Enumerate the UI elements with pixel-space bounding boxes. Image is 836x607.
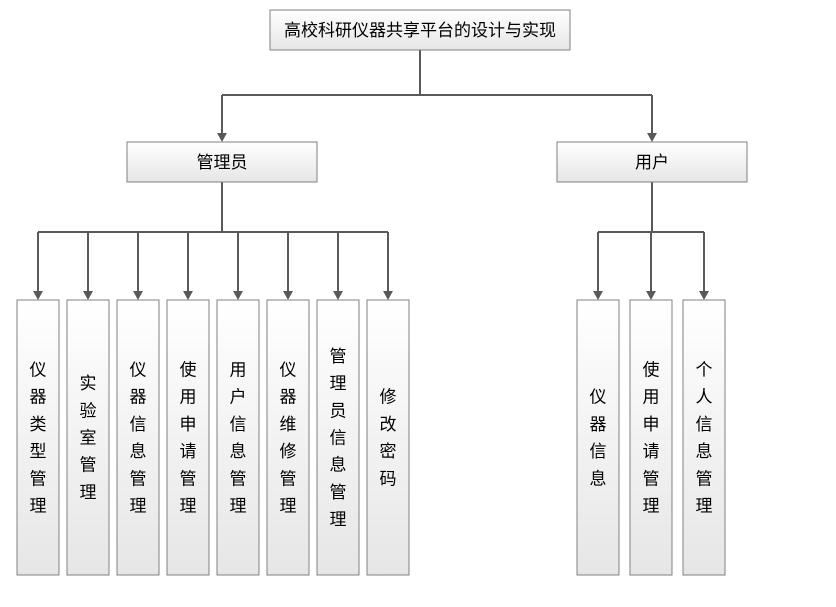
admin-leaf-5 xyxy=(267,300,309,575)
admin-leaf-7-char: 密 xyxy=(380,442,397,461)
user-leaf-2-char: 人 xyxy=(696,388,713,407)
admin-leaf-0-char: 理 xyxy=(30,496,47,515)
admin-leaf-3-char: 理 xyxy=(180,496,197,515)
user-leaf-2 xyxy=(683,300,725,575)
admin-leaf-0-char: 器 xyxy=(30,388,47,407)
user-leaf-0 xyxy=(577,300,619,575)
user-leaf-1-char: 请 xyxy=(643,442,660,461)
admin-leaf-3-char: 申 xyxy=(180,415,197,434)
admin-leaf-7 xyxy=(367,300,409,575)
admin-leaf-6-char: 管 xyxy=(330,483,347,502)
root-node-label: 高校科研仪器共享平台的设计与实现 xyxy=(284,21,556,40)
user-leaf-1 xyxy=(630,300,672,575)
admin-leaf-3-char: 使 xyxy=(180,359,197,379)
user-leaf-2-char: 息 xyxy=(696,442,713,461)
admin-leaf-6-char: 管 xyxy=(330,347,347,366)
admin-leaf-3-char: 请 xyxy=(180,442,197,461)
admin-leaf-0-char: 类 xyxy=(30,415,47,434)
admin-leaf-3-char: 管 xyxy=(180,469,197,488)
admin-leaf-7-char: 改 xyxy=(380,415,397,434)
admin-leaf-5-char: 管 xyxy=(280,469,297,488)
admin-leaf-4-char: 息 xyxy=(230,442,247,461)
admin-leaf-0 xyxy=(17,300,59,575)
admin-leaf-1-char: 理 xyxy=(80,483,97,502)
admin-leaf-3-char: 用 xyxy=(180,388,197,407)
admin-leaf-2-char: 信 xyxy=(130,415,147,434)
user-leaf-0-char: 器 xyxy=(590,415,607,434)
admin-leaf-7-char: 修 xyxy=(380,388,397,407)
admin-leaf-6-char: 息 xyxy=(330,456,347,475)
admin-leaf-6-char: 员 xyxy=(330,401,347,420)
admin-leaf-4-char: 信 xyxy=(230,415,247,434)
admin-leaf-2-char: 息 xyxy=(130,442,147,461)
admin-leaf-1-char: 实 xyxy=(80,374,97,393)
admin-leaf-2-char: 器 xyxy=(130,388,147,407)
user-leaf-2-char: 个 xyxy=(696,360,713,379)
admin-leaf-2-char: 管 xyxy=(130,469,147,488)
admin-leaf-4-char: 用 xyxy=(230,360,247,379)
user-leaf-1-char: 申 xyxy=(643,415,660,434)
admin-leaf-1-char: 室 xyxy=(80,428,97,447)
user-leaf-2-char: 信 xyxy=(696,415,713,434)
admin-leaf-5-char: 修 xyxy=(280,442,297,461)
admin-leaf-0-char: 管 xyxy=(30,469,47,488)
admin-leaf-6-char: 理 xyxy=(330,374,347,393)
admin-leaf-2-char: 仪 xyxy=(130,360,147,379)
admin-leaf-4 xyxy=(217,300,259,575)
admin-leaf-3 xyxy=(167,300,209,575)
mid-node-admin-label: 管理员 xyxy=(197,153,248,172)
admin-leaf-2 xyxy=(117,300,159,575)
admin-leaf-5-char: 器 xyxy=(280,388,297,407)
admin-leaf-1-char: 管 xyxy=(80,456,97,475)
user-leaf-1-char: 使 xyxy=(643,359,660,379)
admin-leaf-4-char: 户 xyxy=(230,388,247,407)
admin-leaf-4-char: 管 xyxy=(230,469,247,488)
admin-leaf-5-char: 理 xyxy=(280,496,297,515)
admin-leaf-7-char: 码 xyxy=(380,469,397,488)
admin-leaf-2-char: 理 xyxy=(130,496,147,515)
user-leaf-1-char: 理 xyxy=(643,496,660,515)
user-leaf-2-char: 理 xyxy=(696,496,713,515)
user-leaf-1-char: 管 xyxy=(643,469,660,488)
admin-leaf-0-char: 型 xyxy=(30,442,47,461)
admin-leaf-6-char: 信 xyxy=(330,428,347,447)
admin-leaf-5-char: 仪 xyxy=(280,360,297,379)
user-leaf-1-char: 用 xyxy=(643,388,660,407)
admin-leaf-1-char: 验 xyxy=(80,401,97,420)
admin-leaf-6-char: 理 xyxy=(330,510,347,529)
admin-leaf-0-char: 仪 xyxy=(30,360,47,379)
admin-leaf-4-char: 理 xyxy=(230,496,247,515)
user-leaf-0-char: 息 xyxy=(590,469,607,488)
mid-node-user-label: 用户 xyxy=(635,153,669,172)
user-leaf-2-char: 管 xyxy=(696,469,713,488)
user-leaf-0-char: 信 xyxy=(590,442,607,461)
admin-leaf-5-char: 维 xyxy=(280,415,297,434)
user-leaf-0-char: 仪 xyxy=(590,388,607,407)
